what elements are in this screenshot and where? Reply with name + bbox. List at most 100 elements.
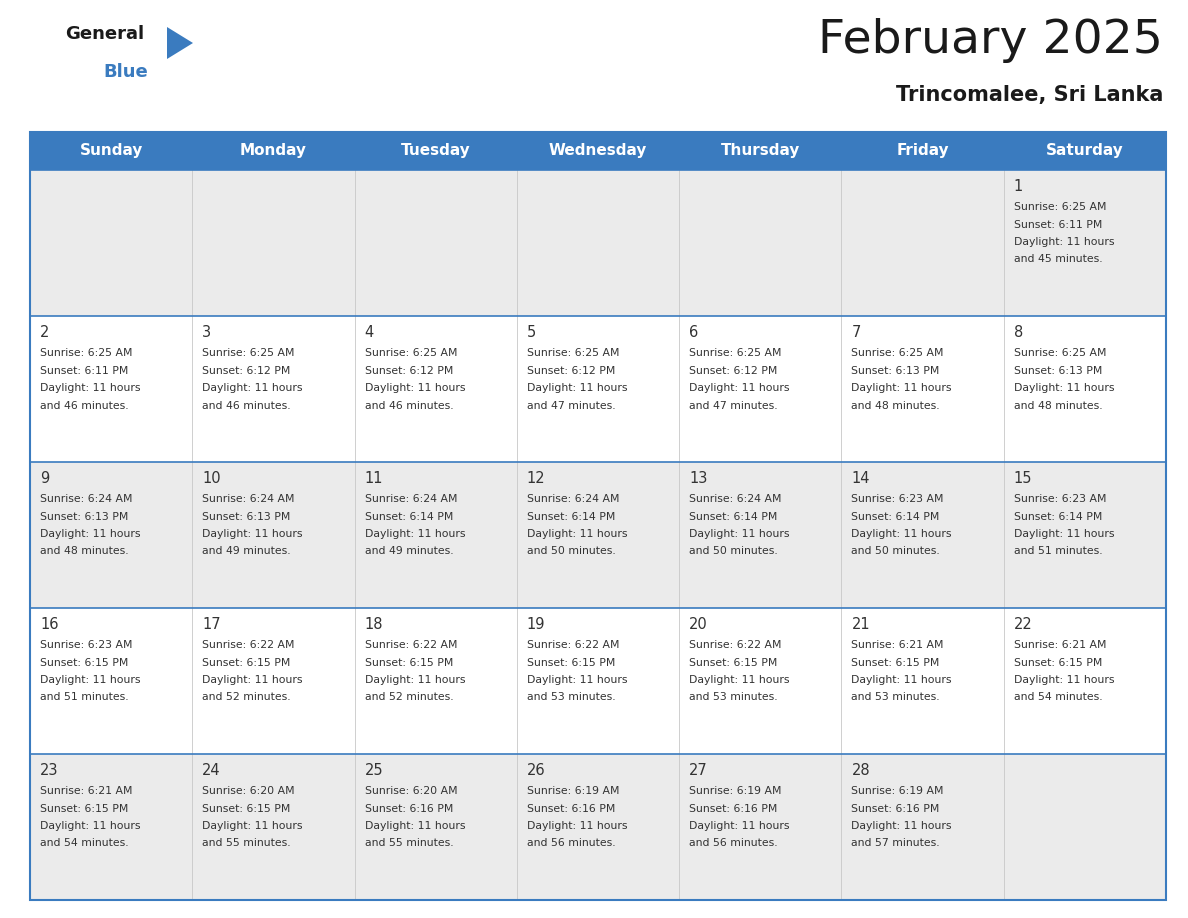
Text: Daylight: 11 hours: Daylight: 11 hours (365, 675, 465, 685)
Text: and 49 minutes.: and 49 minutes. (365, 546, 453, 556)
Text: Daylight: 11 hours: Daylight: 11 hours (689, 383, 790, 393)
Text: and 57 minutes.: and 57 minutes. (852, 838, 940, 848)
Text: Sunset: 6:14 PM: Sunset: 6:14 PM (526, 511, 615, 521)
Text: 26: 26 (526, 763, 545, 778)
Text: Sunrise: 6:21 AM: Sunrise: 6:21 AM (40, 786, 133, 796)
Text: and 48 minutes.: and 48 minutes. (1013, 400, 1102, 410)
Text: Sunrise: 6:25 AM: Sunrise: 6:25 AM (40, 348, 133, 358)
Text: Sunrise: 6:25 AM: Sunrise: 6:25 AM (202, 348, 295, 358)
Text: Sunset: 6:15 PM: Sunset: 6:15 PM (1013, 657, 1102, 667)
Text: Sunset: 6:14 PM: Sunset: 6:14 PM (365, 511, 453, 521)
Text: Sunset: 6:16 PM: Sunset: 6:16 PM (689, 803, 777, 813)
Text: and 53 minutes.: and 53 minutes. (526, 692, 615, 702)
Text: Sunrise: 6:19 AM: Sunrise: 6:19 AM (689, 786, 782, 796)
Text: and 50 minutes.: and 50 minutes. (852, 546, 940, 556)
Text: Daylight: 11 hours: Daylight: 11 hours (202, 821, 303, 831)
Polygon shape (168, 27, 192, 59)
Text: and 56 minutes.: and 56 minutes. (526, 838, 615, 848)
Text: Sunrise: 6:23 AM: Sunrise: 6:23 AM (852, 494, 944, 504)
Text: Sunset: 6:14 PM: Sunset: 6:14 PM (689, 511, 777, 521)
Text: 8: 8 (1013, 325, 1023, 340)
Text: Sunrise: 6:22 AM: Sunrise: 6:22 AM (689, 640, 782, 650)
Text: Sunrise: 6:25 AM: Sunrise: 6:25 AM (1013, 348, 1106, 358)
Text: 24: 24 (202, 763, 221, 778)
Text: 3: 3 (202, 325, 211, 340)
Text: Sunset: 6:11 PM: Sunset: 6:11 PM (1013, 219, 1102, 230)
Text: and 51 minutes.: and 51 minutes. (40, 692, 128, 702)
Text: Sunset: 6:16 PM: Sunset: 6:16 PM (526, 803, 615, 813)
Text: Daylight: 11 hours: Daylight: 11 hours (1013, 383, 1114, 393)
Text: Sunset: 6:12 PM: Sunset: 6:12 PM (526, 365, 615, 375)
Text: Sunrise: 6:25 AM: Sunrise: 6:25 AM (852, 348, 944, 358)
Text: Sunrise: 6:23 AM: Sunrise: 6:23 AM (1013, 494, 1106, 504)
Text: Daylight: 11 hours: Daylight: 11 hours (1013, 675, 1114, 685)
Text: Daylight: 11 hours: Daylight: 11 hours (852, 383, 952, 393)
Text: and 51 minutes.: and 51 minutes. (1013, 546, 1102, 556)
Text: Friday: Friday (896, 143, 949, 159)
Bar (30, 754, 1165, 900)
Bar (30, 170, 1165, 316)
Text: Sunrise: 6:21 AM: Sunrise: 6:21 AM (1013, 640, 1106, 650)
Text: and 55 minutes.: and 55 minutes. (365, 838, 453, 848)
Text: Daylight: 11 hours: Daylight: 11 hours (202, 383, 303, 393)
Text: and 45 minutes.: and 45 minutes. (1013, 254, 1102, 264)
Text: Sunrise: 6:24 AM: Sunrise: 6:24 AM (526, 494, 619, 504)
Text: Sunrise: 6:21 AM: Sunrise: 6:21 AM (852, 640, 944, 650)
Text: Sunset: 6:12 PM: Sunset: 6:12 PM (365, 365, 453, 375)
Text: and 47 minutes.: and 47 minutes. (526, 400, 615, 410)
Text: Blue: Blue (103, 63, 147, 81)
Text: Sunset: 6:15 PM: Sunset: 6:15 PM (202, 657, 291, 667)
Text: 16: 16 (40, 617, 58, 632)
Text: Daylight: 11 hours: Daylight: 11 hours (689, 821, 790, 831)
Text: 6: 6 (689, 325, 699, 340)
Text: Sunrise: 6:22 AM: Sunrise: 6:22 AM (365, 640, 457, 650)
Text: Daylight: 11 hours: Daylight: 11 hours (852, 821, 952, 831)
Text: Daylight: 11 hours: Daylight: 11 hours (526, 383, 627, 393)
Text: and 48 minutes.: and 48 minutes. (40, 546, 128, 556)
Text: 13: 13 (689, 471, 708, 486)
Text: and 53 minutes.: and 53 minutes. (852, 692, 940, 702)
Text: and 55 minutes.: and 55 minutes. (202, 838, 291, 848)
Text: Daylight: 11 hours: Daylight: 11 hours (40, 529, 140, 539)
Text: Sunrise: 6:24 AM: Sunrise: 6:24 AM (365, 494, 457, 504)
Text: 18: 18 (365, 617, 383, 632)
Text: Daylight: 11 hours: Daylight: 11 hours (40, 383, 140, 393)
Text: 5: 5 (526, 325, 536, 340)
Text: Daylight: 11 hours: Daylight: 11 hours (202, 529, 303, 539)
Text: Saturday: Saturday (1045, 143, 1124, 159)
Text: 9: 9 (40, 471, 49, 486)
Text: Daylight: 11 hours: Daylight: 11 hours (365, 383, 465, 393)
Text: and 47 minutes.: and 47 minutes. (689, 400, 778, 410)
Text: 25: 25 (365, 763, 384, 778)
Text: Daylight: 11 hours: Daylight: 11 hours (40, 675, 140, 685)
Text: Sunset: 6:15 PM: Sunset: 6:15 PM (40, 657, 128, 667)
Text: Sunset: 6:15 PM: Sunset: 6:15 PM (40, 803, 128, 813)
Text: Tuesday: Tuesday (400, 143, 470, 159)
Bar (30, 608, 1165, 754)
Text: Sunset: 6:13 PM: Sunset: 6:13 PM (1013, 365, 1102, 375)
Text: 12: 12 (526, 471, 545, 486)
Text: and 48 minutes.: and 48 minutes. (852, 400, 940, 410)
Text: Sunrise: 6:25 AM: Sunrise: 6:25 AM (365, 348, 457, 358)
Text: February 2025: February 2025 (819, 18, 1163, 63)
Text: Daylight: 11 hours: Daylight: 11 hours (1013, 529, 1114, 539)
Text: 15: 15 (1013, 471, 1032, 486)
Text: 11: 11 (365, 471, 383, 486)
Text: and 50 minutes.: and 50 minutes. (526, 546, 615, 556)
Text: Sunrise: 6:25 AM: Sunrise: 6:25 AM (689, 348, 782, 358)
Text: and 50 minutes.: and 50 minutes. (689, 546, 778, 556)
Text: Sunset: 6:16 PM: Sunset: 6:16 PM (365, 803, 453, 813)
Text: Sunset: 6:13 PM: Sunset: 6:13 PM (852, 365, 940, 375)
Text: and 46 minutes.: and 46 minutes. (40, 400, 128, 410)
Text: 4: 4 (365, 325, 374, 340)
Text: Sunrise: 6:25 AM: Sunrise: 6:25 AM (1013, 202, 1106, 212)
Text: Sunset: 6:12 PM: Sunset: 6:12 PM (202, 365, 291, 375)
Text: 21: 21 (852, 617, 870, 632)
Text: Trincomalee, Sri Lanka: Trincomalee, Sri Lanka (896, 85, 1163, 105)
Text: Daylight: 11 hours: Daylight: 11 hours (365, 821, 465, 831)
Bar (30, 316, 1165, 462)
Text: Daylight: 11 hours: Daylight: 11 hours (40, 821, 140, 831)
Text: 23: 23 (40, 763, 58, 778)
Text: Daylight: 11 hours: Daylight: 11 hours (526, 821, 627, 831)
Text: 22: 22 (1013, 617, 1032, 632)
